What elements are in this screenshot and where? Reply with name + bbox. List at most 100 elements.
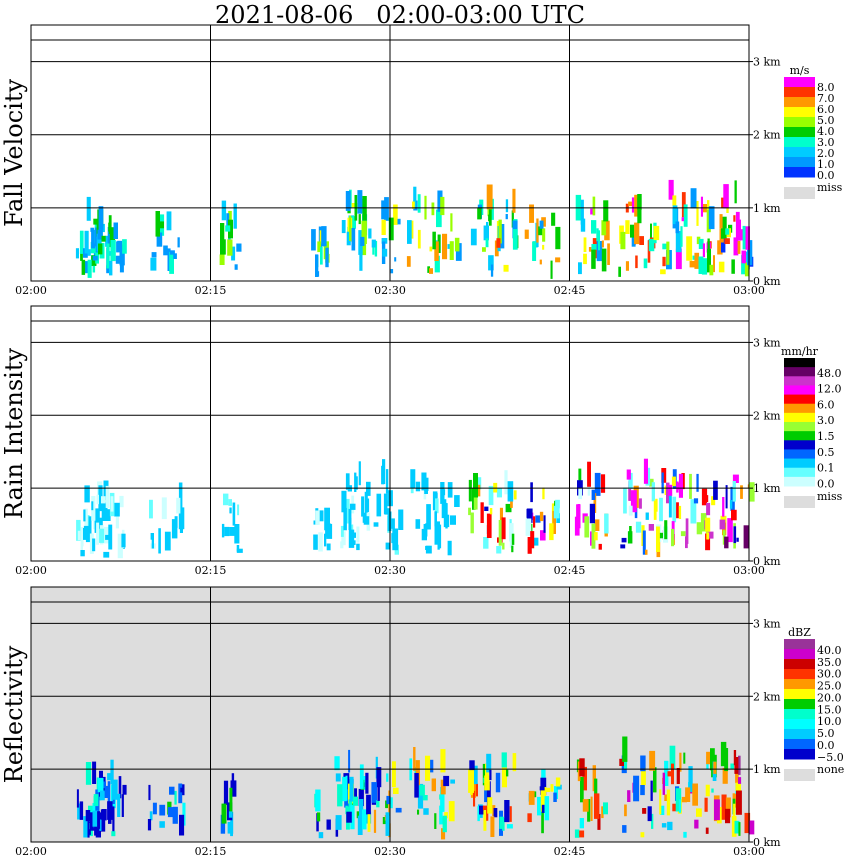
- echo-cell: [656, 526, 660, 552]
- echo-cell: [676, 768, 680, 784]
- echo-cell: [527, 537, 532, 554]
- echo-cell: [390, 269, 394, 274]
- echo-cell: [320, 246, 323, 265]
- echo-cell: [733, 526, 737, 544]
- echo-cell: [594, 793, 600, 819]
- legend-label: −5.0: [817, 751, 844, 764]
- echo-cell: [97, 517, 103, 526]
- echo-cell: [603, 802, 608, 815]
- echo-cell: [653, 500, 657, 520]
- echo-cell: [317, 812, 321, 822]
- echo-cell: [587, 483, 590, 496]
- echo-cell: [150, 533, 154, 540]
- echo-cell: [450, 515, 456, 525]
- echo-cell: [100, 809, 106, 832]
- echo-cell: [512, 753, 517, 772]
- echo-cell: [108, 524, 113, 550]
- echo-cell: [707, 200, 710, 210]
- echo-cell: [102, 809, 107, 821]
- echo-cell: [364, 491, 368, 516]
- echo-cell: [496, 488, 502, 498]
- echo-cell: [356, 543, 360, 551]
- echo-cell: [92, 255, 98, 261]
- echo-cell: [647, 240, 651, 263]
- echo-cell: [110, 496, 114, 512]
- echo-cell: [601, 248, 607, 272]
- echo-cell: [92, 761, 97, 784]
- echo-cell: [174, 790, 177, 805]
- echo-cell: [738, 777, 742, 784]
- echo-cell: [107, 226, 111, 247]
- echo-cell: [440, 482, 445, 504]
- echo-cell: [555, 777, 561, 787]
- echo-cell: [649, 478, 654, 487]
- echo-cell: [705, 827, 709, 834]
- echo-cell: [587, 461, 591, 487]
- echo-cell: [591, 220, 597, 234]
- echo-cell: [386, 773, 389, 782]
- echo-cell: [701, 488, 708, 506]
- y-tick-label: 3 km: [753, 336, 781, 349]
- echo-cell: [77, 530, 81, 541]
- y-axis-label: Reflectivity: [0, 645, 28, 783]
- echo-cell: [473, 790, 476, 807]
- echo-cell: [93, 794, 99, 807]
- echo-cell: [484, 506, 489, 511]
- echo-cell: [397, 218, 401, 225]
- echo-cell: [574, 829, 580, 838]
- echo-cell: [376, 800, 380, 808]
- y-axis-label: Fall Velocity: [0, 79, 28, 228]
- echo-cell: [318, 832, 324, 839]
- echo-cell: [444, 502, 447, 516]
- echo-cell: [582, 766, 587, 791]
- echo-cell: [473, 489, 478, 510]
- echo-cell: [734, 820, 740, 834]
- echo-cell: [151, 538, 154, 549]
- echo-cell: [363, 516, 370, 525]
- echo-cell: [361, 220, 367, 244]
- echo-cell: [668, 179, 674, 200]
- echo-cell: [600, 474, 606, 493]
- echo-cell: [479, 805, 485, 815]
- echo-cell: [358, 214, 361, 225]
- echo-cell: [486, 753, 492, 773]
- echo-cell: [698, 238, 704, 249]
- echo-cell: [671, 528, 675, 547]
- x-tick-label: 02:15: [195, 284, 227, 297]
- echo-cell: [228, 219, 233, 239]
- echo-cell: [113, 222, 118, 239]
- legend-label: 35.0: [817, 656, 842, 669]
- echo-cell: [683, 831, 687, 838]
- echo-cell: [707, 238, 710, 254]
- echo-cell: [92, 810, 99, 827]
- echo-cell: [85, 530, 91, 543]
- echo-cell: [388, 217, 394, 241]
- echo-cell: [724, 536, 729, 549]
- legend-swatch: [784, 431, 815, 441]
- echo-cell: [169, 250, 175, 255]
- echo-cell: [176, 497, 181, 514]
- echo-cell: [474, 783, 478, 797]
- echo-cell: [432, 231, 436, 250]
- echo-cell: [689, 260, 695, 268]
- echo-cell: [99, 790, 105, 801]
- echo-cell: [604, 220, 610, 241]
- echo-cell: [628, 505, 633, 516]
- echo-cell: [335, 815, 342, 830]
- echo-cell: [341, 490, 347, 513]
- echo-cell: [577, 761, 581, 782]
- echo-cell: [223, 780, 229, 805]
- echo-cell: [90, 227, 95, 232]
- echo-cell: [440, 779, 446, 795]
- echo-cell: [501, 517, 506, 540]
- echo-cell: [384, 197, 389, 221]
- echo-cell: [642, 530, 646, 555]
- echo-cell: [719, 214, 723, 229]
- echo-cell: [502, 542, 505, 550]
- echo-cell: [172, 806, 178, 824]
- echo-cell: [84, 485, 90, 503]
- echo-cell: [174, 516, 178, 528]
- echo-cell: [484, 775, 490, 791]
- echo-cell: [696, 473, 699, 492]
